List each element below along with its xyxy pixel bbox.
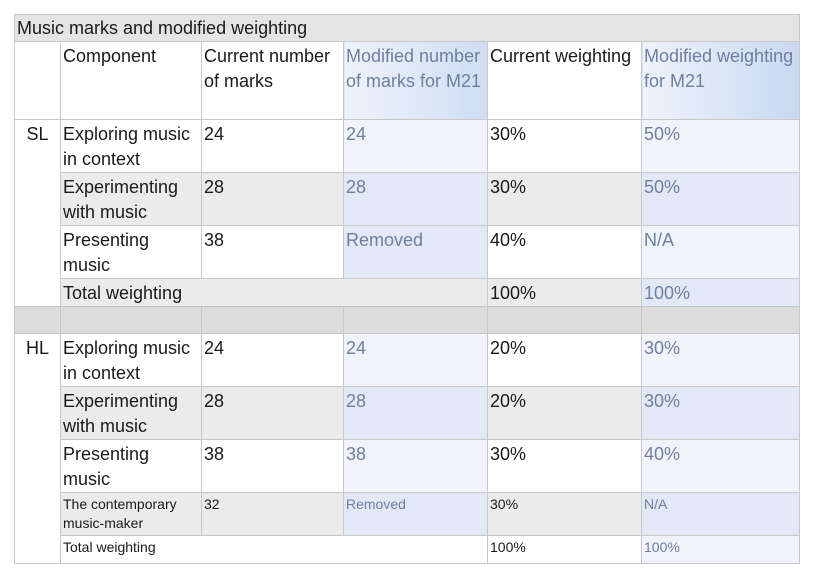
table-title: Music marks and modified weighting (13, 14, 801, 42)
current-marks-cell: 28 (201, 386, 344, 440)
component-cell: Experimenting with music (60, 172, 202, 226)
modified-weighting-cell: N/A (640, 225, 801, 279)
header-current-marks: Current number of marks (201, 41, 344, 120)
table-row: Experimenting with music 28 28 20% 30% (15, 386, 801, 440)
modified-weighting-cell: 40% (640, 439, 801, 493)
current-marks-cell: 32 (201, 492, 344, 536)
modified-marks-cell: Removed (343, 225, 488, 279)
marks-weighting-table: Music marks and modified weighting Compo… (13, 14, 801, 564)
modified-weighting-cell: N/A (640, 492, 801, 536)
current-marks-cell: 38 (201, 225, 344, 279)
modified-marks-cell: 24 (343, 119, 488, 173)
component-cell: Exploring music in context (60, 333, 202, 387)
modified-marks-cell: 28 (343, 386, 488, 440)
current-weighting-cell: 30% (487, 439, 642, 493)
total-current-weighting: 100% (487, 278, 642, 307)
current-marks-cell: 24 (201, 119, 344, 173)
header-current-weighting: Current weighting (487, 41, 642, 120)
current-weighting-cell: 30% (487, 119, 642, 173)
table-row: HL Exploring music in context 24 24 20% … (14, 333, 801, 564)
table-row: The contemporary music-maker 32 Removed … (15, 492, 801, 536)
level-label-hl: HL (14, 333, 61, 564)
modified-marks-cell: 24 (343, 333, 488, 387)
modified-weighting-cell: 30% (640, 386, 801, 440)
modified-marks-cell: 28 (343, 172, 488, 226)
title-row: Music marks and modified weighting (13, 14, 801, 42)
level-label-sl: SL (14, 119, 61, 307)
total-modified-weighting: 100% (640, 278, 801, 307)
current-weighting-cell: 20% (487, 333, 642, 387)
component-cell: Experimenting with music (60, 386, 202, 440)
total-modified-weighting: 100% (640, 535, 801, 564)
current-weighting-cell: 30% (487, 492, 642, 536)
total-row: Total weighting 100% 100% (15, 535, 801, 564)
total-row: Total weighting 100% 100% (15, 278, 801, 307)
table-row: Presenting music 38 Removed 40% N/A (15, 225, 801, 279)
current-weighting-cell: 30% (487, 172, 642, 226)
total-current-weighting: 100% (487, 535, 642, 564)
component-cell: Presenting music (60, 225, 202, 279)
table-row: Presenting music 38 38 30% 40% (15, 439, 801, 493)
header-modified-weighting: Modified weighting for M21 (640, 41, 801, 120)
header-component: Component (60, 41, 202, 120)
modified-weighting-cell: 50% (640, 119, 801, 173)
current-marks-cell: 28 (201, 172, 344, 226)
header-modified-marks: Modified number of marks for M21 (343, 41, 488, 120)
header-row: Component Current number of marks Modifi… (14, 41, 801, 120)
current-marks-cell: 24 (201, 333, 344, 387)
current-marks-cell: 38 (201, 439, 344, 493)
modified-weighting-cell: 30% (640, 333, 801, 387)
table-row: SL Exploring music in context 24 24 30% … (14, 119, 801, 307)
total-label: Total weighting (60, 278, 488, 307)
total-label: Total weighting (60, 535, 488, 564)
component-cell: Exploring music in context (60, 119, 202, 173)
current-weighting-cell: 40% (487, 225, 642, 279)
component-cell: Presenting music (60, 439, 202, 493)
table-row: Experimenting with music 28 28 30% 50% (15, 172, 801, 226)
header-blank (14, 41, 61, 120)
section-separator (14, 306, 801, 334)
modified-marks-cell: 38 (343, 439, 488, 493)
component-cell: The contemporary music-maker (60, 492, 202, 536)
modified-marks-cell: Removed (343, 492, 488, 536)
current-weighting-cell: 20% (487, 386, 642, 440)
modified-weighting-cell: 50% (640, 172, 801, 226)
